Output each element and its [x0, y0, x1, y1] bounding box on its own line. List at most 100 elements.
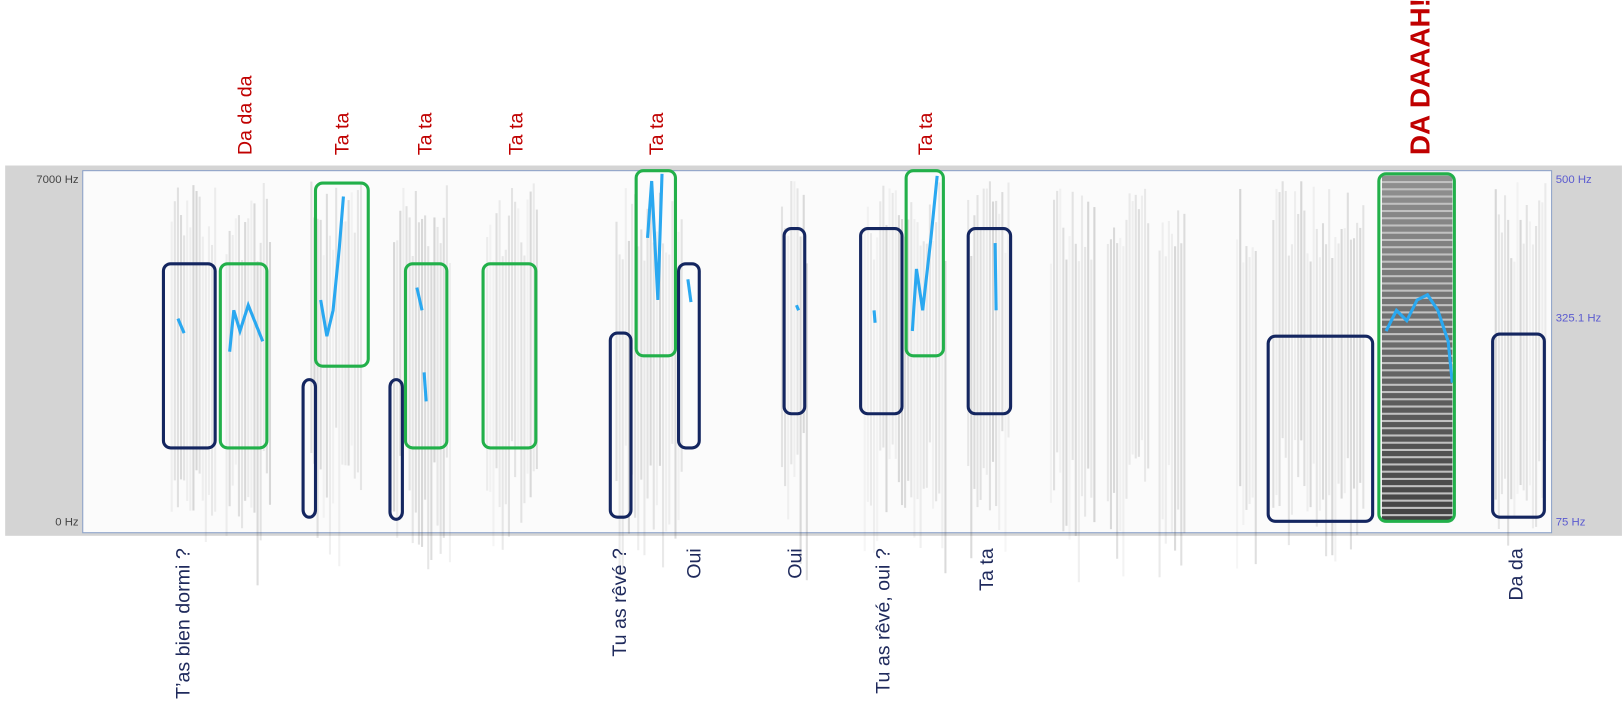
- texture-stripe: [1340, 229, 1343, 499]
- texture-stripe: [1381, 414, 1453, 420]
- texture-stripe: [1381, 277, 1453, 283]
- texture-stripe: [1272, 220, 1275, 508]
- texture-stripe: [1328, 189, 1331, 496]
- texture-stripe: [1303, 210, 1306, 487]
- texture-stripe: [1535, 225, 1538, 527]
- texture-stripe: [1381, 479, 1453, 486]
- texture-stripe: [332, 249, 335, 504]
- texture-stripe: [396, 240, 399, 538]
- texture-stripe: [627, 240, 630, 534]
- texture-stripe: [935, 222, 938, 502]
- texture-stripe: [489, 224, 492, 492]
- pitch-contour: [872, 310, 877, 323]
- utterance-label: T’as bien dormi ?: [172, 548, 194, 699]
- annotation-box: [1491, 332, 1546, 519]
- utterance-label: Ta ta: [332, 113, 354, 156]
- texture-stripe: [183, 235, 186, 481]
- texture-stripe: [970, 255, 973, 559]
- texture-stripe: [1381, 313, 1453, 319]
- texture-stripe: [319, 219, 322, 470]
- texture-stripe: [888, 188, 891, 460]
- texture-stripe: [1381, 197, 1453, 203]
- texture-stripe: [1251, 247, 1254, 498]
- texture-stripe: [234, 218, 237, 465]
- texture-stripe: [1325, 244, 1328, 557]
- pitch-track: [176, 173, 1454, 402]
- annotation-box: [1377, 172, 1456, 523]
- pitch-contour: [415, 287, 424, 311]
- texture-stripe: [1500, 232, 1503, 495]
- texture-stripe: [442, 217, 445, 538]
- annotation-box: [677, 262, 701, 450]
- texture-stripe: [1381, 472, 1453, 478]
- utterance-label: Ta ta: [505, 113, 527, 156]
- texture-stripe: [866, 206, 869, 502]
- spectrogram-figure: 7000 Hz 0 Hz 500 Hz 325.1 Hz 75 Hz Da da…: [5, 0, 1622, 699]
- pitch-contour: [228, 300, 265, 352]
- pitch-contour: [176, 317, 186, 334]
- texture-stripe: [495, 213, 498, 469]
- texture-stripe: [498, 200, 501, 508]
- utterance-label: Ta ta: [915, 113, 937, 156]
- texture-stripe: [1381, 212, 1453, 218]
- texture-stripe: [1164, 256, 1167, 544]
- texture-stripe: [925, 243, 928, 488]
- texture-stripe: [344, 221, 347, 466]
- texture-stripe: [1312, 186, 1315, 464]
- texture-stripe: [1531, 244, 1535, 529]
- texture-stripe: [671, 201, 674, 444]
- texture-stripe: [417, 222, 420, 545]
- texture-stripe: [341, 221, 344, 465]
- texture-stripe: [1281, 181, 1284, 439]
- texture-stripe: [658, 192, 661, 466]
- pitch-contour: [686, 279, 693, 303]
- texture-stripe: [1519, 219, 1522, 486]
- texture-stripe: [1306, 253, 1309, 512]
- annotation-box: [218, 262, 269, 450]
- texture-stripe: [408, 217, 411, 491]
- texture-stripe: [1300, 181, 1303, 441]
- texture-stripe: [520, 242, 523, 523]
- texture-stripe: [328, 235, 332, 555]
- texture-stripe: [973, 215, 976, 489]
- texture-stripe: [982, 188, 985, 469]
- texture-stripe: [1309, 261, 1312, 508]
- utterance-label: Oui: [785, 548, 807, 579]
- texture-stripe: [1381, 291, 1453, 297]
- texture-stripe: [253, 203, 256, 513]
- annotation-box: [966, 227, 1013, 416]
- texture-stripe: [1381, 342, 1453, 348]
- texture-stripe: [256, 261, 259, 586]
- texture-stripe: [262, 183, 265, 452]
- texture-stripe: [998, 213, 1001, 531]
- pitch-contour: [993, 243, 998, 311]
- texture-stripe: [532, 183, 535, 472]
- pitch-contour: [319, 196, 345, 337]
- texture-stripe: [652, 242, 655, 530]
- texture-stripe: [1381, 458, 1453, 464]
- texture-stripe: [1074, 243, 1077, 536]
- texture-stripe: [1381, 436, 1453, 442]
- texture-stripe: [1248, 257, 1251, 504]
- texture-stripe: [869, 233, 872, 506]
- annotation-box: [859, 227, 904, 416]
- texture-stripe: [1497, 214, 1500, 529]
- texture-stripe: [1275, 188, 1278, 496]
- texture-stripe: [335, 187, 338, 428]
- texture-stripe: [1381, 183, 1453, 189]
- texture-stripe: [938, 182, 941, 494]
- texture-stripe: [1318, 257, 1321, 511]
- texture-stripe: [1381, 327, 1453, 334]
- annotation-boxes: [161, 169, 1546, 523]
- texture-stripe: [204, 262, 207, 542]
- texture-stripe: [1077, 261, 1080, 583]
- texture-stripe: [1161, 222, 1164, 520]
- texture-stripe: [241, 260, 244, 529]
- texture-stripe: [873, 259, 876, 553]
- texture-stripe: [1538, 200, 1541, 462]
- texture-stripe: [1183, 213, 1186, 534]
- pitch-contour: [1384, 292, 1454, 383]
- utterance-label: Tu as rêvé ?: [609, 548, 631, 657]
- texture-stripe: [615, 221, 618, 482]
